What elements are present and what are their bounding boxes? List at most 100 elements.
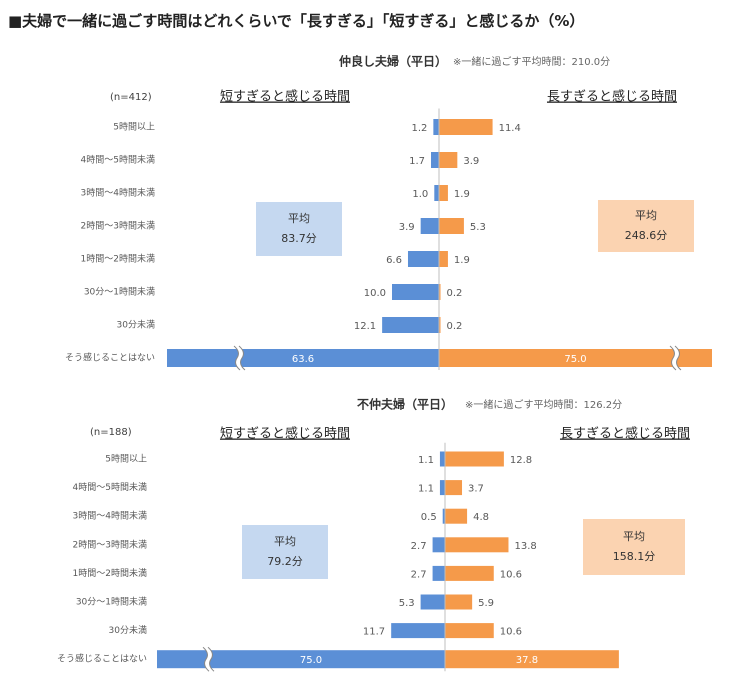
chart1-value-short: 6.6 (386, 255, 402, 266)
break-line (202, 646, 210, 672)
chart1-bar-long (439, 152, 458, 168)
chart1-right-series-label: 長すぎると感じる時間 (547, 89, 677, 105)
chart2-value-long: 10.6 (500, 569, 522, 580)
chart1-category-label: 4時間～5時間未満 (81, 154, 155, 166)
chart1-value-long: 5.3 (470, 222, 486, 233)
chart2-value-short: 1.1 (418, 484, 434, 495)
chart2-category-label: そう感じることはない (57, 653, 147, 665)
chart2-left-series-label: 短すぎると感じる時間 (220, 426, 350, 442)
chart2-bar-short (432, 565, 445, 581)
chart2-value-long: 5.9 (478, 598, 494, 609)
chart2-category-label: 4時間～5時間未満 (73, 481, 147, 493)
chart2-value-long: 37.8 (516, 655, 538, 666)
chart2-value-short: 5.3 (399, 598, 415, 609)
chart2-bar-long (445, 623, 494, 639)
chart2-axis-break-left (202, 646, 215, 672)
chart1-value-short: 1.7 (409, 156, 425, 167)
chart2-bar-short (391, 623, 445, 639)
chart1-bar-long (439, 284, 441, 300)
chart2-n-count: (n=188) (90, 427, 132, 438)
chart1-category-label: 2時間～3時間未満 (81, 220, 155, 232)
chart1-bar-short (407, 251, 439, 267)
chart2-value-short: 2.7 (411, 541, 427, 552)
chart1-bar-short (420, 218, 439, 234)
chart1-value-short: 1.0 (412, 189, 428, 200)
chart2-value-long: 3.7 (468, 484, 484, 495)
chart1-bar-short (392, 284, 439, 300)
chart2-value-short: 1.1 (418, 455, 434, 466)
chart2-bar-long (445, 594, 473, 610)
chart2-bar-long (445, 480, 463, 496)
chart2-avg-long-box (583, 519, 685, 575)
chart1-avg-short-label: 平均 (288, 212, 310, 225)
chart2-bar-long (445, 537, 509, 553)
break-line (238, 345, 246, 371)
chart1-note: ※一緒に過ごす平均時間：210.0分 (453, 55, 610, 68)
chart1-value-short: 10.0 (364, 288, 386, 299)
break-line (674, 345, 682, 371)
chart1-avg-short-box (256, 202, 342, 256)
break-fill (234, 346, 245, 370)
chart1-axis-break-left (233, 345, 246, 371)
chart2-category-label: 1時間～2時間未満 (73, 567, 147, 579)
chart2-avg-long-value: 158.1分 (613, 550, 656, 563)
break-fill (203, 647, 214, 672)
chart2-category-label: 2時間～3時間未満 (73, 538, 147, 550)
chart1-bar-long (439, 218, 464, 234)
chart1-avg-long-value: 248.6分 (625, 229, 668, 242)
chart1-category-label: 5時間以上 (113, 122, 155, 133)
chart1-avg-long-label: 平均 (635, 209, 657, 222)
chart2-category-label: 5時間以上 (105, 454, 147, 465)
chart1-value-long: 3.9 (463, 156, 479, 167)
chart1-title: 仲良し夫婦（平日） (339, 54, 447, 69)
chart1-bar-short (431, 152, 439, 168)
chart2-bar-long (445, 508, 468, 524)
chart1-value-long: 0.2 (447, 288, 463, 299)
chart1-value-long: 0.2 (447, 321, 463, 332)
chart1-bar-short (382, 317, 439, 333)
chart2-avg-long-label: 平均 (623, 530, 645, 543)
chart1-bar-long (439, 251, 448, 267)
chart2-category-label: 30分未満 (109, 624, 147, 636)
chart1-axis-break-right (669, 345, 682, 371)
chart2-avg-short-label: 平均 (274, 535, 296, 548)
main-title: ■夫婦で一緒に過ごす時間はどれくらいで「長すぎる」「短すぎる」と感じるか（%） (8, 12, 585, 30)
chart1-category-label: 30分～1時間未満 (84, 286, 155, 298)
chart1-left-series-label: 短すぎると感じる時間 (220, 89, 350, 105)
chart1-bar-short (433, 119, 439, 135)
chart2-value-long: 13.8 (514, 541, 536, 552)
chart2-bar-short (432, 537, 445, 553)
break-line (233, 345, 241, 371)
chart2-category-label: 3時間～4時間未満 (73, 510, 147, 522)
chart2-value-short: 75.0 (300, 655, 322, 666)
chart2-bar-long (445, 451, 504, 467)
chart2-value-long: 10.6 (500, 627, 522, 638)
chart2-value-short: 11.7 (363, 627, 385, 638)
chart1-bar-short (167, 349, 439, 367)
chart1-category-label: 30分未満 (117, 319, 155, 331)
chart1-category-label: そう感じることはない (65, 352, 155, 364)
chart2-value-short: 0.5 (421, 512, 437, 523)
chart1-avg-short-value: 83.7分 (281, 232, 317, 245)
chart1-value-short: 1.2 (411, 123, 427, 134)
chart2-avg-short-value: 79.2分 (267, 555, 303, 568)
chart2-bar-long (445, 565, 494, 581)
break-line (669, 345, 677, 371)
chart1-bar-long (439, 349, 712, 367)
chart1-value-short: 63.6 (292, 354, 314, 365)
chart1-avg-long-box (598, 200, 694, 252)
chart2-value-long: 4.8 (473, 512, 489, 523)
chart1-value-short: 3.9 (399, 222, 415, 233)
chart2-bar-short (420, 594, 445, 610)
chart1-bar-long (439, 119, 493, 135)
chart2-bar-short (157, 650, 445, 669)
chart2-title: 不仲夫婦（平日） (357, 397, 453, 412)
chart2-bar-long (445, 650, 619, 669)
chart1-category-label: 3時間～4時間未満 (81, 187, 155, 199)
chart2-note: ※一緒に過ごす平均時間：126.2分 (465, 398, 622, 411)
chart1-value-long: 1.9 (454, 189, 470, 200)
chart1-bar-short (434, 185, 439, 201)
chart2-bar-short (439, 480, 445, 496)
chart2-right-series-label: 長すぎると感じる時間 (560, 426, 690, 442)
